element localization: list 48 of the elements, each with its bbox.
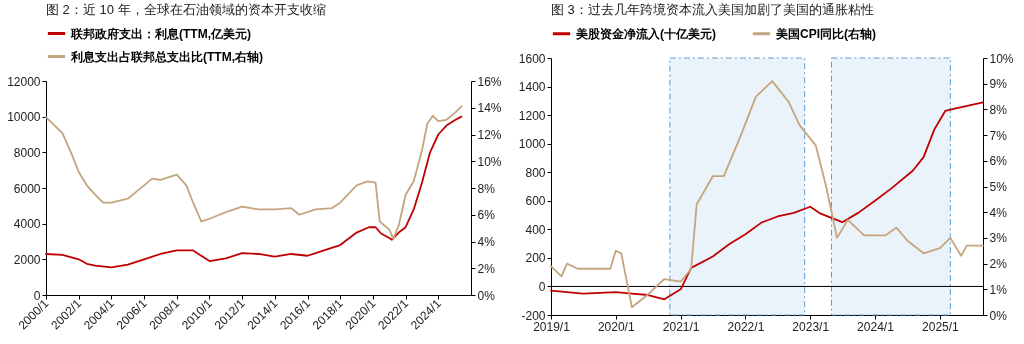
y-tick-label: 2000 [13,252,41,267]
y2-tick-label: 6% [477,208,496,223]
legend-label: 美国CPI同比(右轴) [775,26,876,41]
chart-title: 图 3：过去几年跨境资本流入美国加剧了美国的通胀粘性 [551,2,874,17]
y2-tick-label: 4% [477,235,496,249]
y-tick-label: 12000 [7,74,41,89]
y-tick-label: 400 [525,222,546,237]
legend-label: 利息支出占联邦总支出比(TTM,右轴) [70,49,263,64]
y-tick-label: 6000 [13,181,41,196]
y2-tick-label: 0% [989,308,1008,323]
y2-tick-label: 2% [989,257,1008,272]
y2-tick-label: 10% [477,154,502,169]
y-tick-label: 1400 [518,80,546,95]
y2-tick-label: 16% [477,74,502,89]
legend-label: 美股资金净流入(十亿美元) [575,26,716,41]
x-tick-label: 2020/1 [597,319,635,334]
y-tick-label: 800 [525,165,546,180]
y-tick-label: 8000 [13,145,41,160]
y-tick-label: 600 [525,194,546,209]
y-tick-label: 1600 [518,51,546,66]
y2-tick-label: 5% [989,180,1008,194]
y2-tick-label: 1% [989,282,1008,297]
y2-tick-label: 7% [989,128,1008,143]
y-tick-label: 4000 [13,217,41,232]
y2-tick-label: 10% [989,51,1014,66]
y2-tick-label: 3% [989,231,1008,246]
y2-tick-label: 14% [477,101,502,116]
y2-tick-label: 8% [989,102,1008,117]
y2-tick-label: 6% [989,154,1008,169]
y-tick-label: 1200 [518,108,546,123]
chart-title: 图 2：近 10 年，全球在石油领域的资本开支收缩 [46,2,326,17]
x-tick-label: 2021/1 [662,319,700,334]
y-tick-label: 1000 [518,137,546,152]
y-tick-label: 0 [33,288,41,303]
y2-tick-label: 9% [989,77,1008,92]
y2-tick-label: 2% [477,261,496,276]
y-tick-label: 0 [538,279,546,294]
x-tick-label: 2024/1 [857,319,895,334]
y-tick-label: 200 [525,251,546,266]
y2-tick-label: 4% [989,205,1008,220]
y-tick-label: 10000 [7,110,41,125]
legend-label: 联邦政府支出：利息(TTM,亿美元) [70,26,251,41]
y2-tick-label: 8% [477,181,496,196]
x-tick-label: 2025/1 [922,319,960,334]
y2-tick-label: 12% [477,128,502,142]
x-tick-label: 2023/1 [792,319,830,334]
x-tick-label: 2022/1 [727,319,765,334]
y2-tick-label: 0% [477,288,496,303]
